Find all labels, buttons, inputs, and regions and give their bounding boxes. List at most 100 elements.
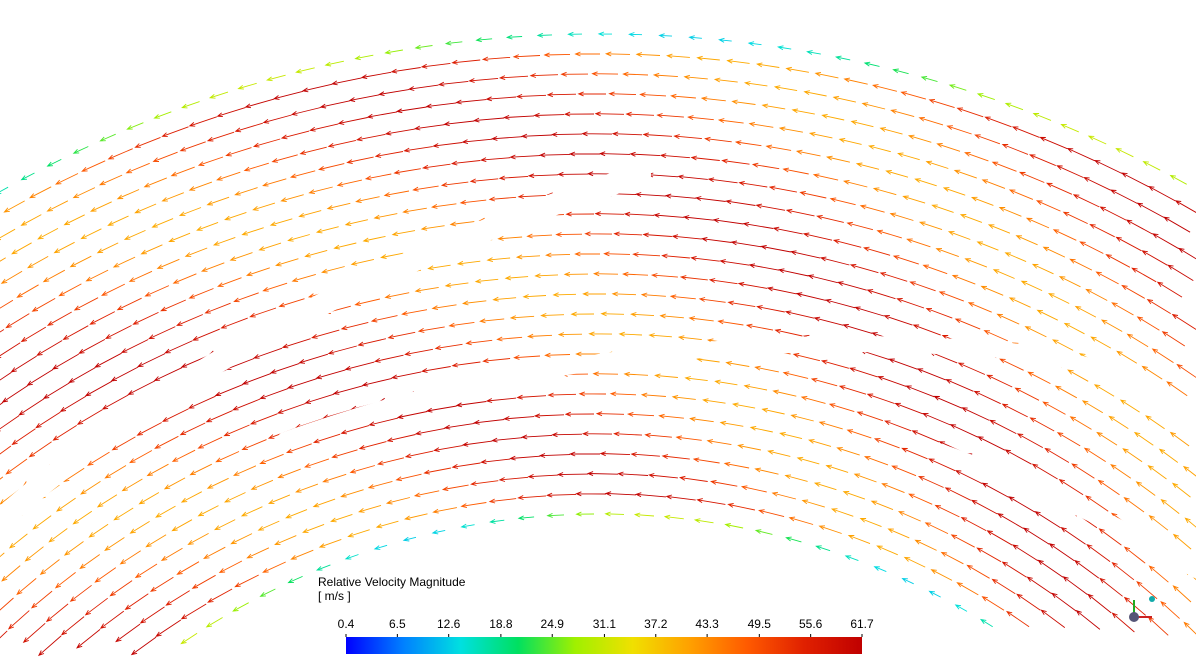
velocity-arrow bbox=[259, 387, 289, 400]
velocity-arrow bbox=[914, 539, 937, 551]
velocity-arrow bbox=[0, 630, 8, 639]
velocity-arrow bbox=[244, 98, 275, 109]
velocity-arrow bbox=[240, 506, 263, 517]
velocity-arrow bbox=[188, 395, 216, 409]
velocity-arrow bbox=[690, 255, 720, 262]
velocity-arrow bbox=[545, 492, 577, 498]
velocity-arrow bbox=[749, 425, 773, 433]
velocity-arrow bbox=[63, 541, 84, 556]
velocity-arrow bbox=[138, 492, 160, 505]
velocity-arrow bbox=[877, 375, 907, 387]
velocity-arrow bbox=[671, 394, 696, 400]
velocity-arrow bbox=[967, 302, 992, 313]
velocity-arrow bbox=[181, 101, 200, 109]
velocity-arrow bbox=[1051, 592, 1077, 612]
velocity-arrow bbox=[370, 315, 398, 323]
velocity-arrow bbox=[717, 319, 744, 326]
velocity-arrow bbox=[592, 271, 619, 277]
velocity-arrow bbox=[0, 270, 23, 284]
velocity-arrow bbox=[315, 369, 346, 380]
velocity-arrow bbox=[1, 385, 28, 403]
velocity-arrow bbox=[274, 535, 297, 545]
velocity-arrow bbox=[366, 111, 398, 119]
velocity-arrow bbox=[891, 465, 917, 477]
velocity-arrow bbox=[42, 269, 66, 283]
velocity-arrow bbox=[656, 113, 684, 118]
velocity-arrow bbox=[275, 258, 299, 267]
velocity-arrow bbox=[179, 422, 206, 436]
velocity-arrow bbox=[104, 537, 125, 551]
velocity-arrow bbox=[420, 366, 451, 373]
velocity-arrow bbox=[0, 552, 5, 558]
velocity-arrow bbox=[755, 203, 786, 211]
velocity-arrow bbox=[277, 468, 301, 479]
velocity-arrow bbox=[234, 187, 258, 196]
velocity-arrow bbox=[1058, 276, 1081, 288]
velocity-arrow bbox=[790, 414, 814, 422]
velocity-arrow bbox=[912, 324, 941, 336]
blade-gaps bbox=[0, 164, 1196, 578]
velocity-arrow bbox=[128, 270, 153, 282]
velocity-arrow bbox=[964, 152, 989, 162]
velocity-arrow bbox=[1045, 182, 1073, 195]
velocity-arrow bbox=[37, 635, 62, 657]
velocity-arrow bbox=[206, 196, 230, 206]
velocity-arrow bbox=[640, 292, 666, 298]
velocity-arrow bbox=[825, 464, 849, 473]
velocity-arrow bbox=[391, 230, 416, 237]
velocity-arrow bbox=[1008, 496, 1036, 513]
velocity-arrow bbox=[1031, 263, 1054, 275]
velocity-arrow bbox=[301, 83, 333, 93]
velocity-arrow bbox=[171, 449, 196, 462]
velocity-arrow bbox=[594, 211, 625, 217]
velocity-arrow bbox=[702, 398, 726, 404]
velocity-arrow bbox=[671, 234, 702, 240]
velocity-arrow bbox=[527, 473, 559, 479]
velocity-arrow bbox=[934, 504, 960, 518]
velocity-arrow bbox=[340, 489, 364, 498]
velocity-arrow bbox=[512, 54, 541, 60]
velocity-arrow bbox=[732, 402, 756, 409]
velocity-arrow bbox=[1166, 381, 1188, 397]
velocity-arrow bbox=[756, 62, 780, 68]
velocity-arrow bbox=[127, 380, 156, 395]
velocity-arrow bbox=[1136, 581, 1158, 600]
velocity-arrow bbox=[902, 195, 926, 204]
velocity-arrow bbox=[259, 588, 276, 597]
velocity-arrow bbox=[243, 162, 269, 172]
velocity-arrow bbox=[1142, 161, 1161, 171]
velocity-arrow bbox=[262, 178, 287, 187]
velocity-arrow bbox=[782, 167, 809, 175]
velocity-arrow bbox=[431, 304, 457, 311]
colorbar-tick-label: 0.4 bbox=[338, 617, 355, 631]
velocity-arrow bbox=[1085, 495, 1109, 512]
velocity-arrow bbox=[455, 99, 487, 105]
velocity-arrow bbox=[723, 461, 750, 469]
velocity-arrow bbox=[575, 511, 595, 517]
velocity-arrow bbox=[449, 221, 475, 227]
velocity-arrow bbox=[1177, 247, 1196, 260]
velocity-arrow bbox=[578, 391, 607, 397]
velocity-arrow bbox=[1004, 252, 1027, 263]
velocity-arrow bbox=[24, 546, 44, 562]
velocity-arrow bbox=[357, 338, 387, 347]
velocity-arrow bbox=[121, 478, 143, 492]
velocity-arrow bbox=[241, 372, 272, 385]
velocity-arrow bbox=[298, 210, 322, 218]
velocity-arrow bbox=[604, 491, 637, 497]
velocity-arrow bbox=[835, 55, 851, 61]
velocity-arrow bbox=[180, 603, 207, 620]
velocity-arrow bbox=[395, 106, 427, 114]
velocity-arrow bbox=[977, 436, 1006, 451]
velocity-arrow bbox=[1029, 417, 1055, 432]
velocity-arrow bbox=[987, 224, 1011, 234]
velocity-arrow bbox=[480, 157, 511, 163]
velocity-arrow bbox=[700, 96, 726, 102]
velocity-arrow bbox=[160, 547, 183, 562]
velocity-arrow bbox=[8, 533, 28, 549]
velocity-arrow bbox=[814, 71, 839, 79]
velocity-arrow bbox=[632, 252, 661, 257]
velocity-arrow bbox=[465, 339, 493, 346]
velocity-arrow bbox=[625, 111, 655, 117]
velocity-arrow bbox=[326, 202, 351, 210]
